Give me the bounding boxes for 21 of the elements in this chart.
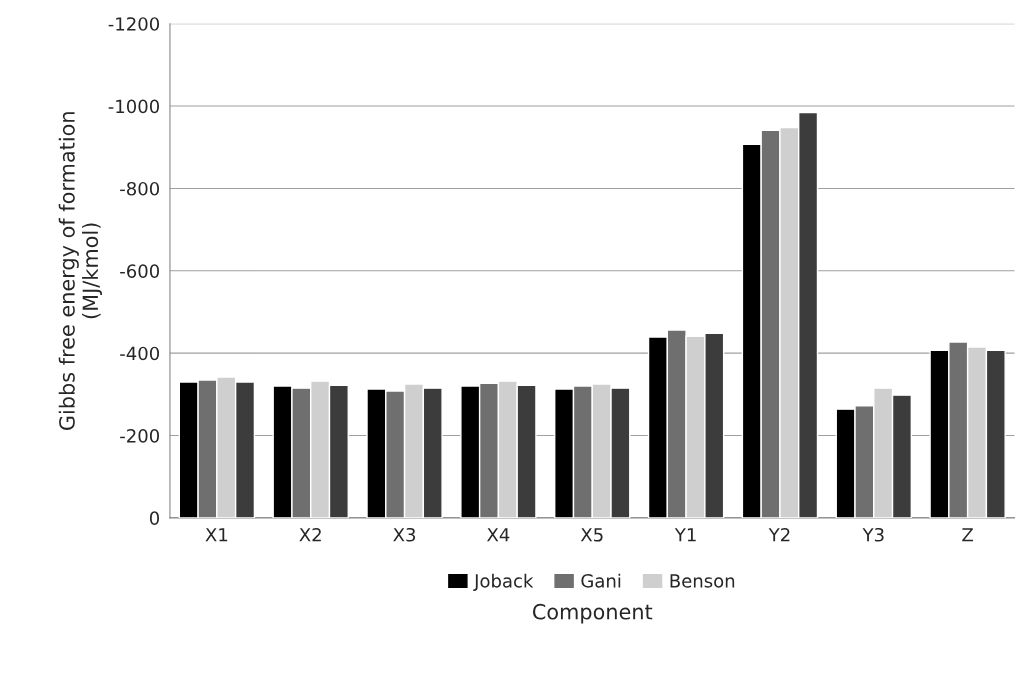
legend-label: Benson <box>670 574 735 588</box>
x-tick-label: Z <box>962 528 973 542</box>
x-tick-label: Y1 <box>674 528 696 542</box>
x-tick-label: X1 <box>205 528 228 542</box>
y-tick-label: -200 <box>120 429 160 443</box>
legend-label: Gani <box>581 573 621 588</box>
y-tick-label: -1000 <box>108 99 160 114</box>
x-tick-label: X2 <box>299 527 321 542</box>
y-tick-label: -400 <box>120 346 160 361</box>
x-tick-label: Y2 <box>768 527 790 542</box>
legend-label: Joback <box>473 573 534 592</box>
x-axis-title: Component <box>532 603 653 624</box>
y-tick-label: -1200 <box>108 17 160 31</box>
x-tick-label: X3 <box>393 527 416 542</box>
y-tick-label: -800 <box>120 181 160 196</box>
y-axis-title: Gibbs free energy of formation (MJ/kmol) <box>58 112 103 430</box>
x-tick-label: Y3 <box>862 527 884 542</box>
y-tick-label: 0 <box>149 511 160 526</box>
x-tick-label: X4 <box>487 528 510 542</box>
y-tick-label: -600 <box>120 264 160 278</box>
x-tick-label: X5 <box>580 528 603 542</box>
